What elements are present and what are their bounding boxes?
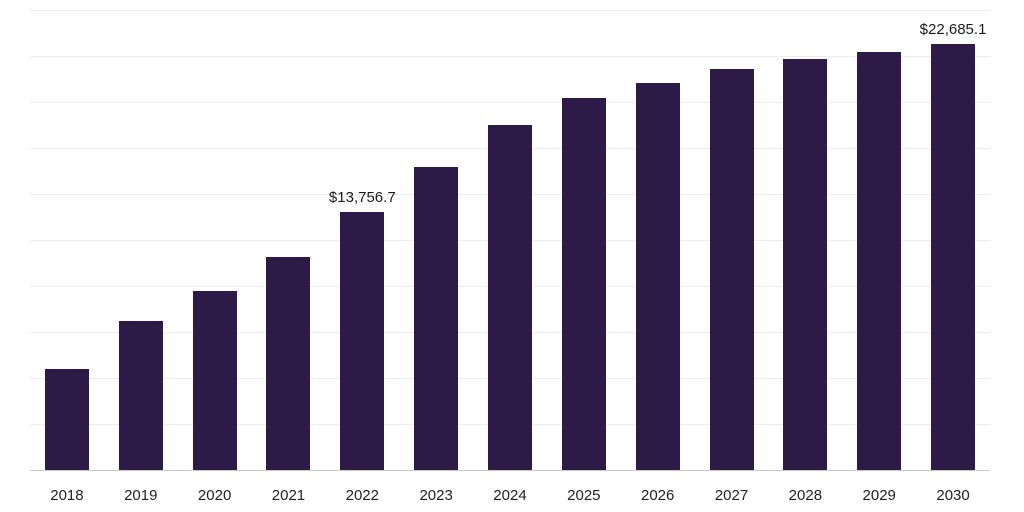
bar-slot (842, 10, 916, 470)
bar-slot (178, 10, 252, 470)
bar-2028 (783, 59, 828, 470)
bar-slot (695, 10, 769, 470)
x-axis-label-2018: 2018 (50, 487, 84, 504)
gridline (30, 102, 990, 103)
bar-2027 (709, 69, 754, 470)
gridline (30, 10, 990, 11)
bar-2021 (266, 256, 311, 470)
bar-slot (252, 10, 326, 470)
x-axis-label-2023: 2023 (419, 487, 453, 504)
x-axis-label-2025: 2025 (567, 487, 601, 504)
bar-slot (104, 10, 178, 470)
bar-2026 (635, 83, 680, 470)
bar-slot (30, 10, 104, 470)
bar-2029 (857, 52, 902, 470)
bar-2022: $13,756.7 (329, 189, 396, 470)
bar-2030: $22,685.1 (920, 21, 986, 470)
bars-container: $13,756.7 $22,685.1 (30, 10, 990, 470)
bar-2025 (561, 98, 606, 470)
bar-slot (621, 10, 695, 470)
bar-2019 (118, 320, 163, 470)
bar-slot: $13,756.7 (325, 10, 399, 470)
x-axis-label-2024: 2024 (493, 487, 527, 504)
data-label-2022: $13,756.7 (328, 188, 396, 206)
gridline (30, 56, 990, 57)
x-axis: 2018 2019 2020 2021 2022 2023 2024 2025 2026 2027… (30, 487, 990, 504)
x-axis-label-2026: 2026 (640, 487, 675, 504)
bar-slot (768, 10, 842, 470)
bar-2020 (192, 291, 237, 470)
bar-2018 (44, 369, 89, 470)
bar-2024 (487, 124, 532, 470)
x-axis-label-2027: 2027 (714, 487, 749, 504)
x-axis-label-2030: 2030 (936, 487, 970, 504)
bar-slot (399, 10, 473, 470)
x-axis-label-2020: 2020 (197, 487, 232, 504)
x-axis-baseline (30, 470, 990, 471)
plot-area: $13,756.7 $22,685.1 (30, 10, 990, 471)
x-axis-label-2022: 2022 (345, 487, 379, 504)
x-axis-label-2019: 2019 (124, 487, 158, 504)
bar-slot (473, 10, 547, 470)
x-axis-label-2029: 2029 (862, 487, 896, 504)
bar-slot: $22,685.1 (916, 10, 990, 470)
bar-slot (547, 10, 621, 470)
x-axis-label-2021: 2021 (271, 487, 306, 504)
bar-2023 (414, 166, 459, 470)
x-axis-label-2028: 2028 (788, 487, 823, 504)
data-label-2030: $22,685.1 (919, 21, 987, 39)
